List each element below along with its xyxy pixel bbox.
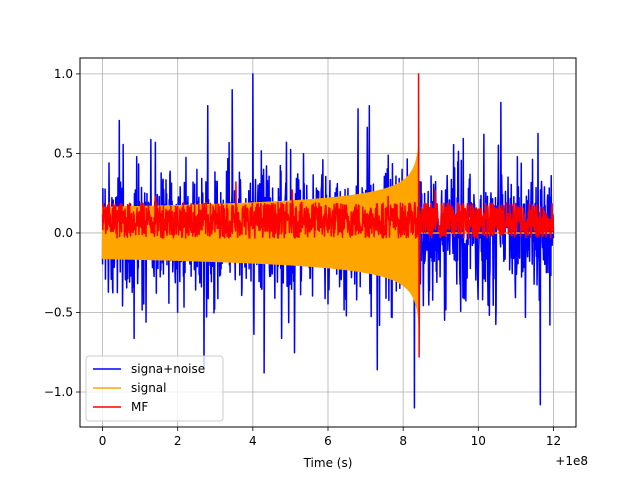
x-tick-label: 8 [399, 434, 407, 448]
x-tick-label: 2 [174, 434, 182, 448]
x-tick-label: 4 [249, 434, 257, 448]
y-tick-label: 0.0 [54, 226, 73, 240]
y-tick-label: 0.5 [54, 146, 73, 160]
x-tick-label: 0 [99, 434, 107, 448]
plot-series [101, 73, 555, 409]
legend-label: signa+noise [131, 362, 205, 376]
legend-box [85, 355, 224, 422]
x-tick-label: 12 [546, 434, 561, 448]
legend-label: signal [131, 381, 167, 395]
legend: signa+noise signal MF [85, 355, 224, 422]
x-tick-label: 6 [324, 434, 332, 448]
x-tick-label: 10 [471, 434, 486, 448]
x-axis-offset-label: +1e8 [555, 454, 588, 468]
legend-label: MF [131, 400, 148, 414]
series-line-mf [101, 73, 555, 358]
axis-ticks: 0 2 4 6 8 10 12 −1.0 −0.5 0.0 0.5 1.0 [44, 67, 561, 448]
series-line-signa-noise [101, 73, 555, 409]
x-axis-label: Time (s) [303, 456, 353, 470]
y-tick-label: −0.5 [44, 305, 73, 319]
y-tick-label: −1.0 [44, 385, 73, 399]
y-tick-label: 1.0 [54, 67, 73, 81]
